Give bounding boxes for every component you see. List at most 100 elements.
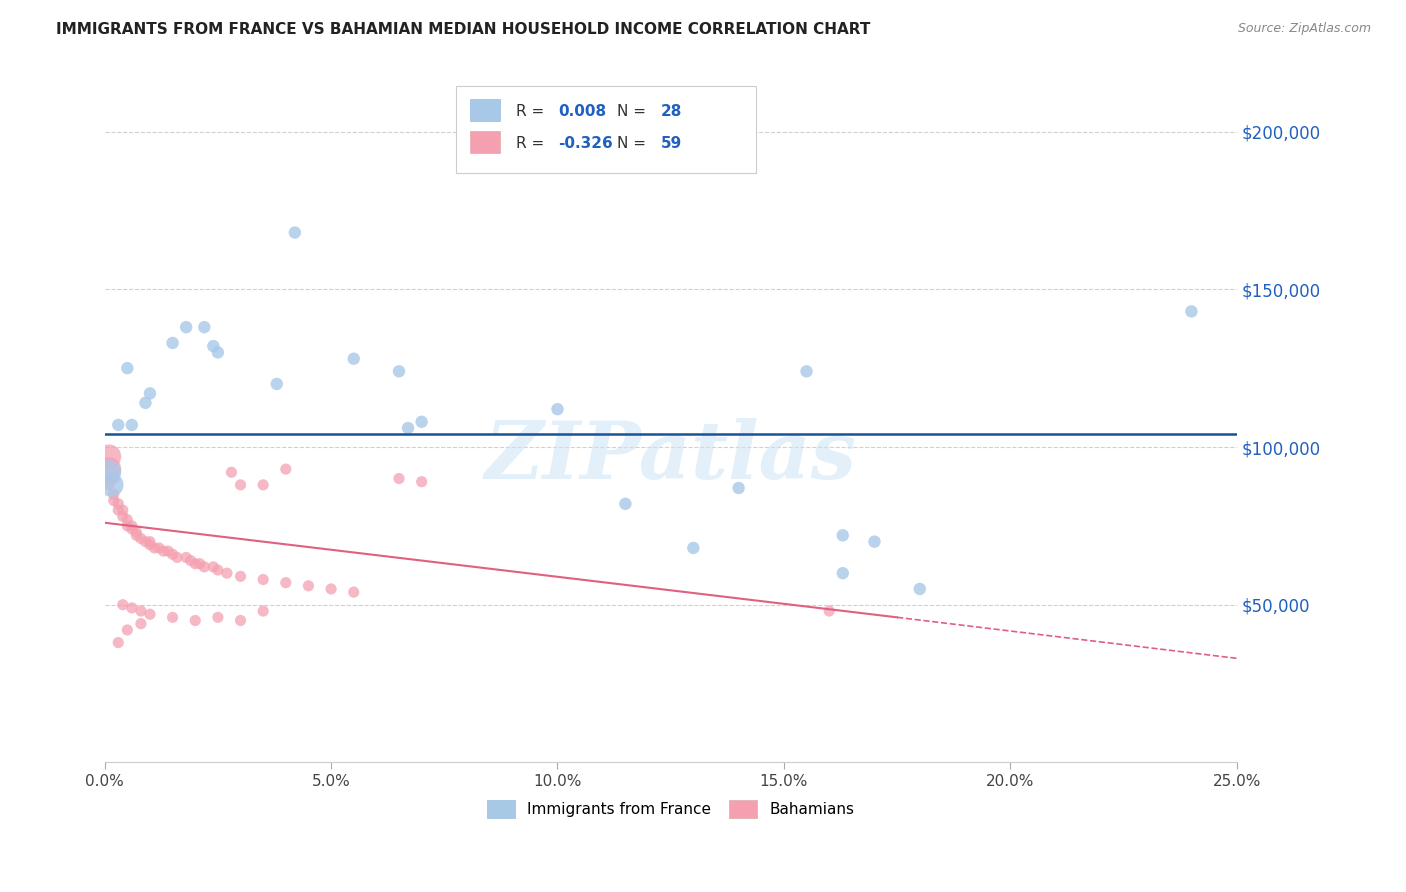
Point <box>252 478 274 492</box>
Point <box>103 487 125 501</box>
Point <box>682 541 704 555</box>
Point <box>229 478 252 492</box>
Point <box>818 604 841 618</box>
Point <box>98 450 121 464</box>
Point <box>193 320 215 334</box>
Point <box>103 472 125 486</box>
Point <box>252 604 274 618</box>
Point <box>117 512 139 526</box>
Text: Source: ZipAtlas.com: Source: ZipAtlas.com <box>1237 22 1371 36</box>
Point <box>284 226 307 240</box>
Point <box>98 465 121 479</box>
Point <box>796 364 818 378</box>
Point <box>125 528 148 542</box>
Point <box>157 544 180 558</box>
Point <box>202 339 225 353</box>
Legend: Immigrants from France, Bahamians: Immigrants from France, Bahamians <box>481 794 860 824</box>
Point <box>229 614 252 628</box>
Point <box>229 569 252 583</box>
FancyBboxPatch shape <box>456 86 755 173</box>
Point <box>252 573 274 587</box>
Point <box>863 534 886 549</box>
Point <box>121 522 143 536</box>
Point <box>411 475 433 489</box>
Point <box>188 557 211 571</box>
Point <box>343 351 366 366</box>
Point <box>111 509 134 524</box>
Point <box>174 550 197 565</box>
Point <box>215 566 238 581</box>
Point <box>266 376 288 391</box>
Point <box>388 364 411 378</box>
Point <box>411 415 433 429</box>
Point <box>129 532 152 546</box>
Point <box>103 493 125 508</box>
Point <box>184 557 207 571</box>
Point <box>207 610 229 624</box>
Text: R =: R = <box>516 104 548 119</box>
Point <box>117 623 139 637</box>
Point <box>174 320 197 334</box>
Point <box>166 550 188 565</box>
Point <box>139 607 162 622</box>
Point <box>117 361 139 376</box>
Point <box>129 616 152 631</box>
Point <box>121 417 143 432</box>
Point <box>162 610 184 624</box>
Point <box>180 553 202 567</box>
Point <box>207 345 229 359</box>
Point <box>107 417 129 432</box>
Point <box>274 462 297 476</box>
Point <box>1180 304 1202 318</box>
FancyBboxPatch shape <box>471 99 499 121</box>
Text: ZIPatlas: ZIPatlas <box>485 418 856 496</box>
FancyBboxPatch shape <box>471 130 499 153</box>
Text: R =: R = <box>516 136 548 151</box>
Point <box>221 465 243 479</box>
Text: 0.008: 0.008 <box>558 104 607 119</box>
Point <box>139 386 162 401</box>
Point <box>162 335 184 350</box>
Point <box>111 598 134 612</box>
Text: 28: 28 <box>661 104 682 119</box>
Point <box>129 604 152 618</box>
Point <box>111 503 134 517</box>
Point <box>343 585 366 599</box>
Point <box>908 582 931 596</box>
Point <box>107 497 129 511</box>
Point <box>134 534 156 549</box>
Point <box>152 544 174 558</box>
Point <box>274 575 297 590</box>
Point <box>117 519 139 533</box>
Point <box>297 579 319 593</box>
Point <box>121 600 143 615</box>
Text: N =: N = <box>617 104 651 119</box>
Point <box>727 481 749 495</box>
Point <box>396 421 419 435</box>
Point <box>184 614 207 628</box>
Point <box>162 547 184 561</box>
Point <box>100 478 122 492</box>
Text: N =: N = <box>617 136 651 151</box>
Point <box>98 462 121 476</box>
Point <box>134 396 156 410</box>
Point <box>98 478 121 492</box>
Point <box>139 534 162 549</box>
Text: 59: 59 <box>661 136 682 151</box>
Point <box>319 582 342 596</box>
Text: IMMIGRANTS FROM FRANCE VS BAHAMIAN MEDIAN HOUSEHOLD INCOME CORRELATION CHART: IMMIGRANTS FROM FRANCE VS BAHAMIAN MEDIA… <box>56 22 870 37</box>
Point <box>121 519 143 533</box>
Point <box>125 525 148 540</box>
Point <box>107 503 129 517</box>
Point <box>202 560 225 574</box>
Point <box>547 402 569 417</box>
Point <box>148 541 170 555</box>
Point <box>143 541 166 555</box>
Point <box>207 563 229 577</box>
Point <box>831 566 853 581</box>
Point <box>388 472 411 486</box>
Point <box>139 538 162 552</box>
Point <box>193 560 215 574</box>
Point <box>614 497 637 511</box>
Point <box>107 635 129 649</box>
